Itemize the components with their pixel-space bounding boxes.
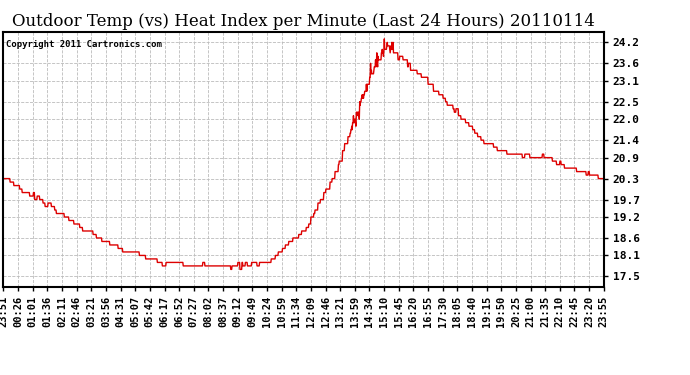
Text: Copyright 2011 Cartronics.com: Copyright 2011 Cartronics.com	[6, 39, 162, 48]
Title: Outdoor Temp (vs) Heat Index per Minute (Last 24 Hours) 20110114: Outdoor Temp (vs) Heat Index per Minute …	[12, 13, 595, 30]
